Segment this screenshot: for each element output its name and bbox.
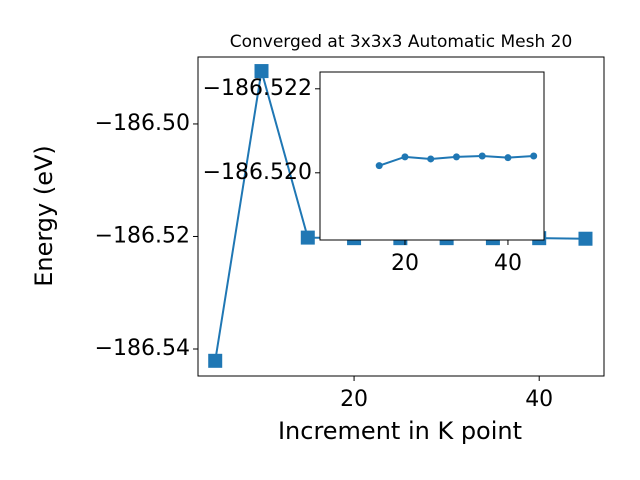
marker bbox=[300, 230, 315, 245]
y-tick-label: −186.50 bbox=[95, 111, 190, 136]
y-tick-label: −186.520 bbox=[203, 160, 312, 185]
marker bbox=[530, 152, 538, 160]
marker bbox=[578, 231, 593, 246]
marker bbox=[254, 64, 269, 79]
x-tick-label: 40 bbox=[494, 251, 522, 276]
axes-frame bbox=[197, 56, 605, 377]
marker bbox=[375, 162, 383, 170]
y-axis-label: Energy (eV) bbox=[30, 145, 58, 287]
marker bbox=[504, 154, 512, 162]
y-tick-label: −186.52 bbox=[95, 223, 190, 248]
x-axis-label: Increment in K point bbox=[278, 417, 522, 445]
axes-frame bbox=[319, 71, 545, 241]
x-tick-label: 20 bbox=[340, 387, 368, 412]
chart-title: Converged at 3x3x3 Automatic Mesh 20 bbox=[230, 32, 573, 52]
x-tick-label: 20 bbox=[391, 251, 419, 276]
marker bbox=[401, 153, 409, 161]
x-tick-label: 40 bbox=[525, 387, 553, 412]
marker bbox=[427, 155, 435, 163]
marker bbox=[478, 152, 486, 160]
y-tick-label: −186.522 bbox=[203, 76, 312, 101]
marker bbox=[452, 153, 460, 161]
marker bbox=[208, 353, 223, 368]
y-tick-label: −186.54 bbox=[95, 336, 190, 361]
plot-area bbox=[375, 152, 538, 170]
